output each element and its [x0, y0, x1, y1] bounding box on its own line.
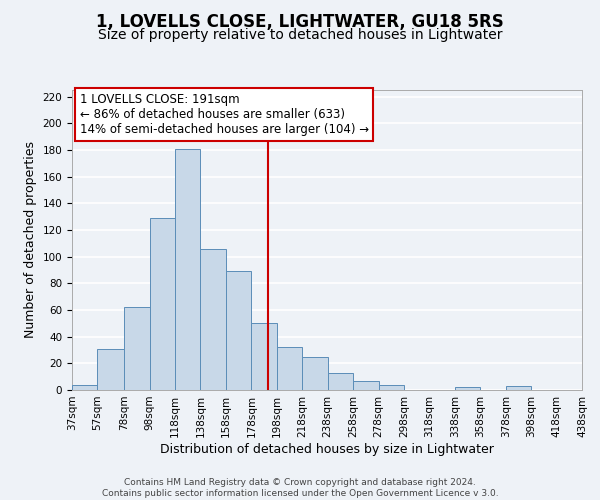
- Text: 1 LOVELLS CLOSE: 191sqm
← 86% of detached houses are smaller (633)
14% of semi-d: 1 LOVELLS CLOSE: 191sqm ← 86% of detache…: [80, 93, 369, 136]
- X-axis label: Distribution of detached houses by size in Lightwater: Distribution of detached houses by size …: [160, 442, 494, 456]
- Text: Contains HM Land Registry data © Crown copyright and database right 2024.
Contai: Contains HM Land Registry data © Crown c…: [101, 478, 499, 498]
- Bar: [455, 388, 480, 390]
- Bar: [226, 272, 251, 390]
- Bar: [251, 324, 277, 390]
- Bar: [200, 248, 226, 390]
- Bar: [149, 218, 175, 390]
- Bar: [379, 384, 404, 390]
- Bar: [328, 372, 353, 390]
- Text: 1, LOVELLS CLOSE, LIGHTWATER, GU18 5RS: 1, LOVELLS CLOSE, LIGHTWATER, GU18 5RS: [96, 12, 504, 30]
- Bar: [277, 348, 302, 390]
- Bar: [72, 384, 97, 390]
- Y-axis label: Number of detached properties: Number of detached properties: [24, 142, 37, 338]
- Text: Size of property relative to detached houses in Lightwater: Size of property relative to detached ho…: [98, 28, 502, 42]
- Bar: [124, 308, 149, 390]
- Bar: [353, 380, 379, 390]
- Bar: [302, 356, 328, 390]
- Bar: [175, 148, 200, 390]
- Bar: [97, 348, 124, 390]
- Bar: [506, 386, 531, 390]
